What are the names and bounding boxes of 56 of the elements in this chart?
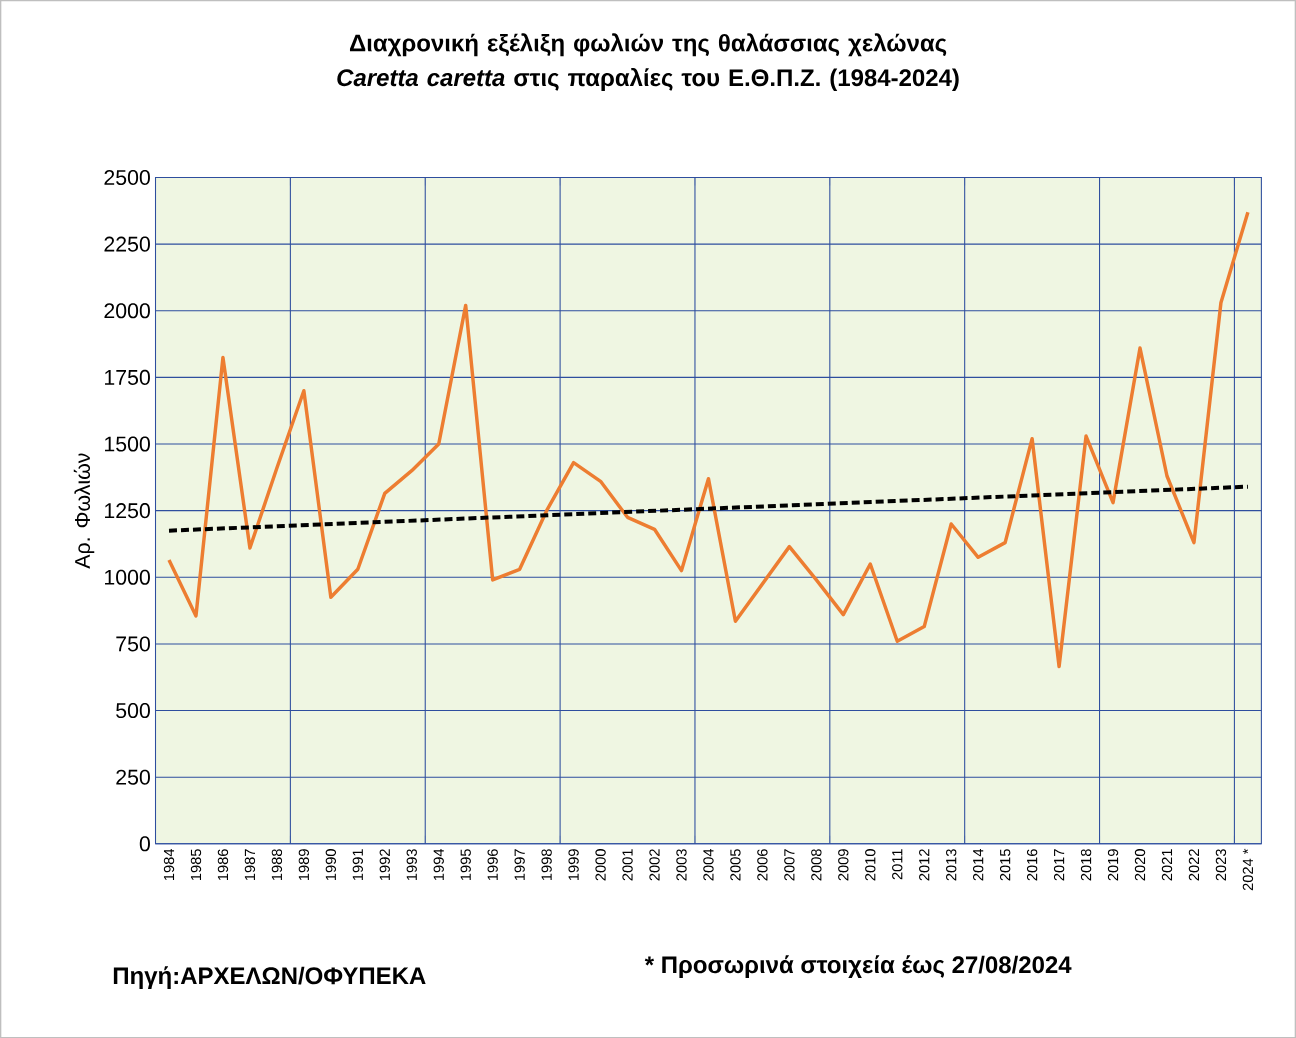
x-tick-label: 1991 [352,849,363,880]
x-tick-label: 2015 [999,849,1011,881]
text: * Προσωρινά στοιχεία έως 27/08/2024 [644,955,1072,978]
x-tick-label: 1986 [217,849,229,880]
y-tick-label: 1500 [105,436,150,452]
y-tick-label: 250 [116,769,150,785]
x-tick-label: 2024 * [1242,848,1254,891]
x-tick-label: 2012 [919,849,930,881]
y-tick-label: 500 [116,702,150,718]
x-tick-label: 2004 [703,848,714,881]
x-tick-label: 2001 [622,849,633,881]
x-tick-label: 2020 [1134,848,1146,881]
x-tick-label: 2009 [838,849,849,881]
y-axis-title: Αρ. Φωλιών [73,453,95,569]
x-tick-label: 2013 [946,849,957,881]
x-tick-label: 2011 [892,849,903,880]
x-tick-label: 1997 [514,849,525,880]
x-tick-label: 2000 [595,848,606,881]
x-tick-label: 1984 [163,848,175,880]
chart-title: Διαχρονική εξέλιξη φωλιών της θαλάσσιας χελώνας Caretta caretta στις παραλίες του Ε.Θ.Π.Ζ. (1984-2024) [337,33,959,91]
x-tick-label: 1985 [190,849,202,880]
x-tick-label: 1996 [487,849,498,880]
y-tick-label: 2000 [104,303,150,319]
y-tick-label: 0 [139,836,150,852]
x-tick-label: 1992 [379,849,390,880]
x-tick-label: 1990 [325,848,337,880]
x-tick-label: 2007 [784,849,795,881]
x-tick-label: 1994 [433,848,444,880]
x-tick-label: 2005 [730,849,741,881]
x-tick-label: 1998 [541,849,552,880]
x-tick-label: 2019 [1107,849,1119,881]
x-tick-label: 2002 [649,849,660,881]
x-tick-label: 2010 [865,848,876,881]
x-tick-label: 2006 [757,849,768,881]
y-tick-label: 2500 [104,169,150,185]
x-tick-label: 2016 [1026,849,1038,881]
x-tick-label: 2021 [1161,849,1173,881]
x-tick-label: 2023 [1215,849,1227,881]
x-tick-label: 1999 [568,849,579,880]
y-tick-label: 2250 [104,236,150,252]
x-tick-label: 2017 [1053,849,1065,881]
x-tick-label: 1987 [244,849,256,880]
x-tick-label: 2008 [811,849,822,881]
x-tick-label: 1993 [406,849,417,880]
x-tick-label: 2003 [676,849,687,881]
text: Πηγή:ΑΡΧΕΛΩΝ/ΟΦΥΠΕΚΑ [113,966,426,989]
y-tick-label: 1000 [105,569,150,585]
x-tick-label: 2014 [973,848,984,881]
y-tick-label: 750 [116,636,150,652]
x-tick-label: 1995 [460,849,471,880]
y-tick-label: 1750 [105,369,150,385]
x-tick-label: 1989 [298,849,310,880]
x-tick-label: 1988 [271,849,283,880]
x-tick-label: 2022 [1188,849,1200,881]
y-tick-label: 1250 [105,502,150,519]
x-tick-label: 2018 [1080,849,1092,881]
